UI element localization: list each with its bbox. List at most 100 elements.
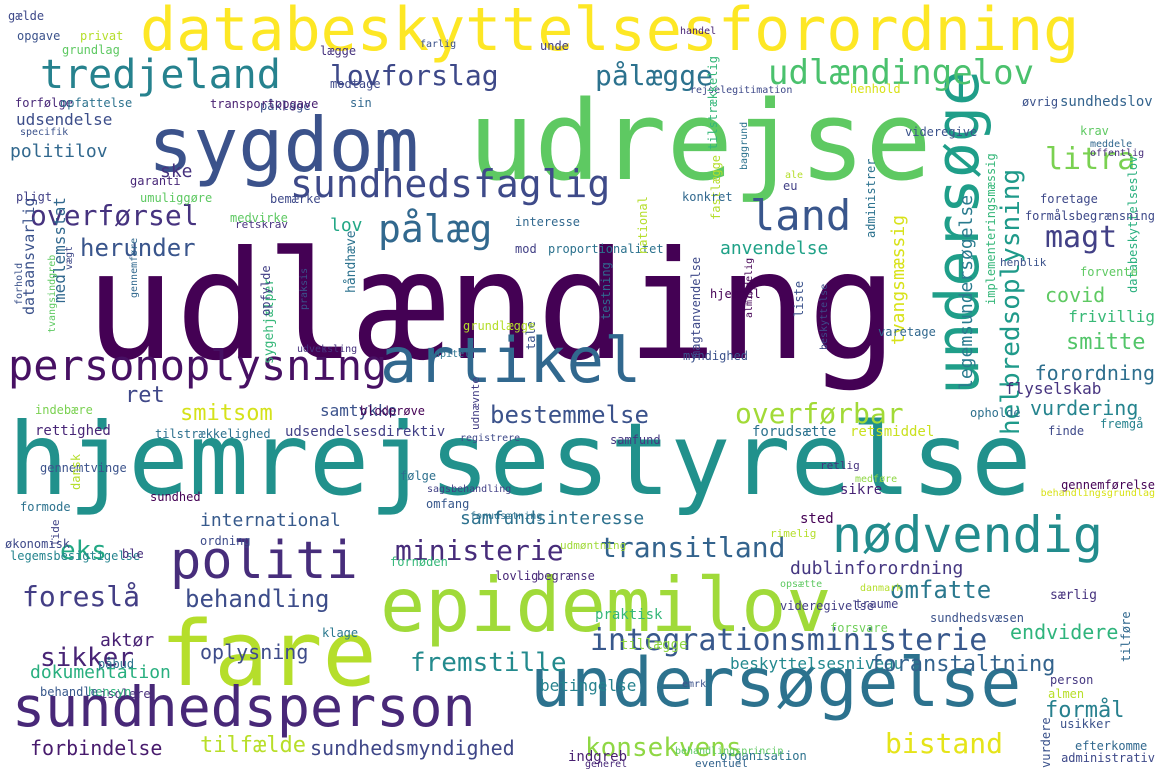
cloud-word: testning <box>599 262 613 320</box>
cloud-word: foretage <box>1040 192 1098 206</box>
cloud-word: praktisk <box>595 607 663 623</box>
cloud-word: lide <box>49 519 62 547</box>
cloud-word: begrænse <box>537 569 595 583</box>
cloud-word: magtanvendelse <box>689 256 703 358</box>
cloud-word: medføre <box>855 474 898 485</box>
cloud-word: opfattelse <box>60 96 133 110</box>
cloud-word: formål <box>1045 698 1125 723</box>
cloud-word: flyselskab <box>1005 379 1102 398</box>
cloud-word: sundhedsfaglig <box>290 162 611 206</box>
cloud-word: eventuel <box>695 757 748 770</box>
cloud-word: myndighed <box>683 349 749 363</box>
cloud-word: vurdere <box>1039 717 1053 768</box>
cloud-word: formålsbegrænsning <box>1024 209 1155 223</box>
cloud-word: sted <box>800 511 834 527</box>
cloud-word: almen <box>1048 687 1085 701</box>
cloud-word: transitland <box>600 531 786 564</box>
cloud-word: epidemilov <box>380 561 832 649</box>
cloud-word: særlig <box>1050 588 1097 603</box>
cloud-word: sagsbehandling <box>427 484 512 495</box>
cloud-word: påklage <box>260 99 311 113</box>
cloud-word: tilføre <box>1119 611 1133 662</box>
cloud-word: fastlægge <box>709 154 723 220</box>
cloud-word: forsvare <box>830 621 888 635</box>
cloud-word: beskyttelsesniveau <box>730 654 904 673</box>
cloud-word: artikel <box>380 324 642 397</box>
cloud-word: personoplysning <box>8 341 388 390</box>
cloud-word: udmøntning <box>560 539 627 552</box>
cloud-word: ske <box>160 161 193 182</box>
cloud-word: privat <box>80 29 124 43</box>
cloud-word: finde <box>1048 424 1085 438</box>
cloud-word: betingelse <box>540 676 637 695</box>
cloud-word: henhold <box>850 82 901 96</box>
cloud-word: økonomisk <box>5 537 71 551</box>
cloud-word: eu <box>783 179 798 193</box>
cloud-word: forudsætning <box>470 511 543 522</box>
cloud-word: grundlægge <box>463 319 536 333</box>
cloud-word: ministerie <box>395 534 564 567</box>
cloud-word: behandling <box>185 585 330 613</box>
cloud-word: isolere <box>100 687 151 701</box>
cloud-word: legemsundersøgelse <box>956 194 977 390</box>
cloud-word: tvangsindgreb <box>47 254 58 333</box>
cloud-word: implementeringsmæssig <box>984 153 998 305</box>
cloud-word: administrer <box>864 158 878 238</box>
cloud-word: vurdering <box>1030 396 1139 420</box>
cloud-word: sundhedslov <box>1060 94 1153 110</box>
cloud-word: meddele <box>1090 139 1133 150</box>
cloud-word: generel <box>585 759 628 770</box>
cloud-word: covid <box>1045 283 1106 307</box>
cloud-word: legemsbesigtigelse <box>10 549 141 563</box>
cloud-word: lovlig <box>495 569 539 583</box>
cloud-word: sin <box>350 96 372 110</box>
cloud-word: tilfælde <box>200 733 306 758</box>
cloud-word: tilstrækkelig <box>706 56 720 150</box>
cloud-word: blodprøve <box>360 404 426 418</box>
cloud-word: interesse <box>515 215 581 229</box>
cloud-word: forhold <box>14 262 25 305</box>
cloud-word: fremgå <box>1100 417 1144 431</box>
cloud-word: person <box>1050 673 1094 687</box>
cloud-word: tilstrækkelighed <box>155 427 271 441</box>
cloud-word: hjemrejsestyrelse <box>8 401 1032 518</box>
cloud-word: fare <box>160 602 377 707</box>
cloud-word: farlig <box>420 39 457 50</box>
cloud-word: foranstaltning <box>870 652 1056 677</box>
cloud-word: samfund <box>610 433 661 447</box>
cloud-word: usikker <box>1060 717 1111 731</box>
cloud-word: henblik <box>1000 256 1047 269</box>
cloud-word: politi <box>170 531 358 591</box>
cloud-word: håndhæve <box>344 230 359 293</box>
cloud-word: danmark <box>860 583 903 594</box>
cloud-word: forbindelse <box>30 736 163 760</box>
cloud-word: politilov <box>10 141 108 162</box>
cloud-word: påbud <box>98 657 135 671</box>
cloud-word: tillægge <box>620 637 688 653</box>
cloud-word: aktør <box>100 630 155 651</box>
cloud-word: proportionalitet <box>548 242 664 256</box>
cloud-word: sundhedsperson <box>12 675 476 739</box>
cloud-word: lægge <box>320 44 357 58</box>
cloud-word: emrk <box>682 679 707 690</box>
cloud-word: sikre <box>840 482 883 498</box>
cloud-word: forvente <box>1080 265 1138 279</box>
cloud-word: ale <box>785 170 804 181</box>
cloud-word: ble <box>122 547 144 561</box>
cloud-word: formode <box>20 500 71 514</box>
cloud-word: forfølge <box>15 96 73 110</box>
cloud-word: udnævnte <box>469 377 482 430</box>
cloud-word: behandlingsprincip <box>675 746 784 757</box>
cloud-word: anvendelse <box>720 238 829 259</box>
cloud-word: hjemmel <box>710 287 761 301</box>
cloud-word: herunder <box>80 234 196 262</box>
cloud-word: rimelig <box>770 527 817 540</box>
cloud-word: behandlingsgrundlag <box>1040 488 1155 499</box>
cloud-word: overførbar <box>735 397 904 430</box>
cloud-word: sundhedsvæsen <box>930 611 1024 625</box>
cloud-word: smitte <box>1066 330 1146 355</box>
cloud-word: varetage <box>878 325 936 339</box>
cloud-word: forudsætte <box>752 424 837 440</box>
cloud-word: dansk <box>69 453 83 490</box>
cloud-word: udrejse <box>468 77 932 205</box>
